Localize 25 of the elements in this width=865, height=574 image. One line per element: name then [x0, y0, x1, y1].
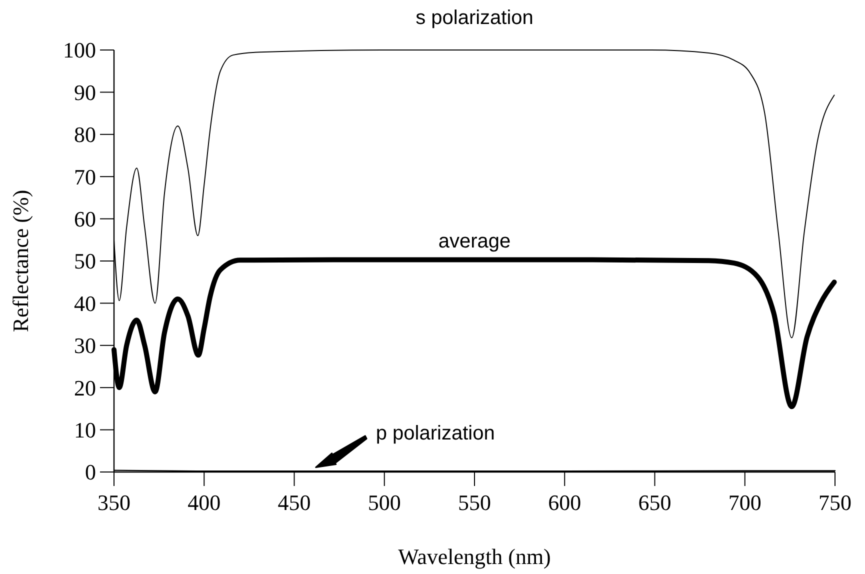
series-label: s polarization: [416, 7, 534, 29]
y-tick-label: 30: [74, 333, 96, 358]
y-tick-label: 60: [74, 206, 96, 232]
x-axis-title: Wavelength (nm): [398, 544, 551, 569]
x-tick-label: 600: [548, 490, 582, 515]
y-tick-label: 80: [74, 122, 96, 148]
x-tick-label: 700: [728, 490, 762, 515]
y-tick-label: 40: [74, 290, 96, 316]
y-tick-label: 20: [74, 375, 96, 400]
y-tick-label: 70: [74, 164, 96, 190]
y-tick-label: 50: [74, 248, 96, 274]
y-axis-title: Reflectance (%): [8, 190, 33, 332]
y-tick-label: 100: [63, 38, 96, 63]
x-tick-label: 750: [818, 490, 852, 515]
x-tick-label: 400: [188, 490, 221, 515]
x-tick-label: 450: [278, 490, 311, 515]
series-label: p polarization: [376, 422, 495, 444]
y-tick-label: 0: [85, 460, 96, 485]
x-tick-label: 650: [638, 490, 672, 515]
y-tick-label: 90: [74, 80, 96, 105]
x-tick-label: 350: [98, 490, 130, 515]
series-label: average: [438, 230, 511, 253]
x-tick-label: 550: [458, 490, 491, 515]
x-tick-label: 500: [368, 490, 401, 515]
y-tick-label: 10: [74, 418, 96, 442]
